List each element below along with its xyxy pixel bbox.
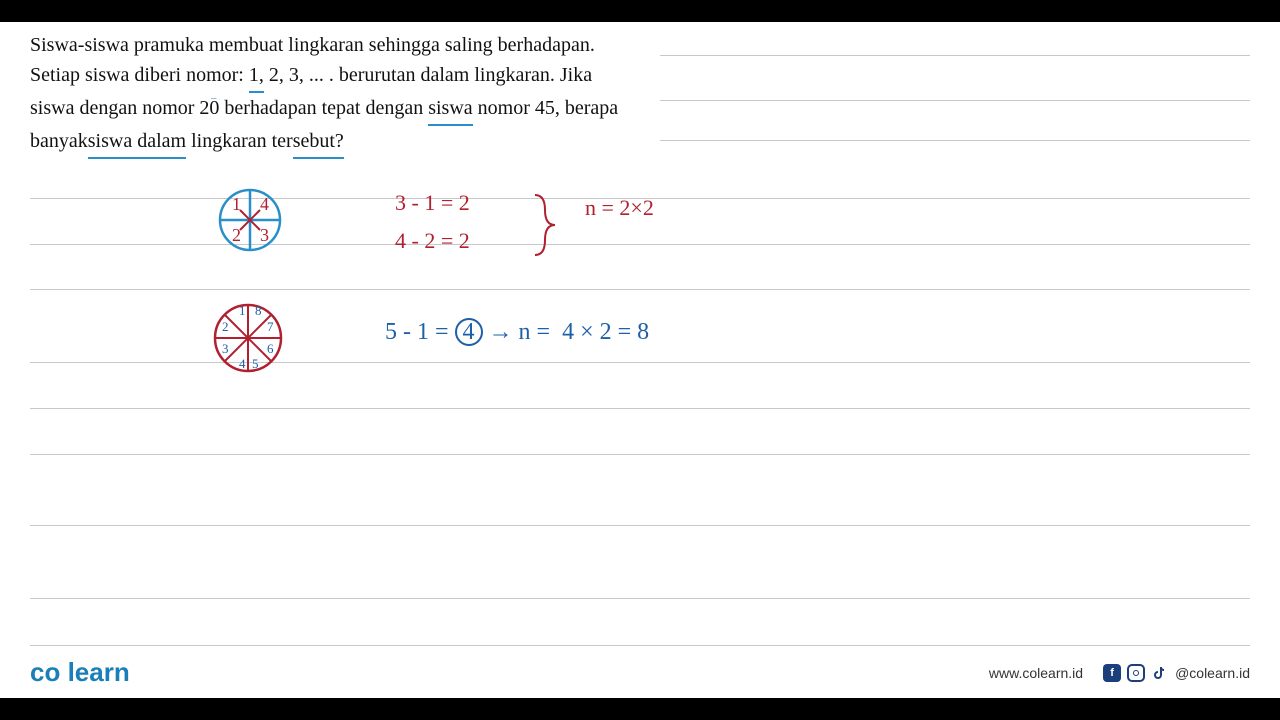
svg-text:3: 3 [260, 225, 269, 245]
footer: co learn www.colearn.id f @colearn.id [30, 657, 1250, 688]
svg-text:1: 1 [232, 194, 241, 214]
svg-text:6: 6 [267, 341, 274, 356]
circle-diagram-4: 1 4 2 3 [210, 185, 290, 265]
social-handle: @colearn.id [1175, 665, 1250, 681]
svg-text:4: 4 [239, 356, 246, 371]
svg-text:4: 4 [260, 194, 269, 214]
work-line-2: 4 - 2 = 2 [395, 228, 470, 254]
social-links: f @colearn.id [1103, 664, 1250, 682]
question-text: Siswa-siswa pramuka membuat lingkaran se… [30, 30, 630, 159]
work-line-1a: 3 - 1 = 2 [395, 190, 470, 216]
svg-text:8: 8 [255, 303, 262, 318]
work-line-1b: n = 2×2 [585, 195, 654, 221]
tiktok-icon [1151, 664, 1169, 682]
website-url: www.colearn.id [989, 665, 1083, 681]
work-line-3: 5 - 1 = 4 → n = 4 × 2 = 8 [385, 318, 649, 346]
facebook-icon: f [1103, 664, 1121, 682]
circle-diagram-8: 1 8 2 7 3 6 4 5 [205, 298, 295, 388]
instagram-icon [1127, 664, 1145, 682]
brace-icon [530, 190, 560, 260]
svg-text:3: 3 [222, 341, 229, 356]
brand-logo: co learn [30, 657, 130, 688]
letterbox-bottom [0, 698, 1280, 720]
svg-text:1: 1 [239, 303, 246, 318]
svg-text:2: 2 [222, 319, 229, 334]
svg-text:5: 5 [252, 356, 259, 371]
svg-text:7: 7 [267, 319, 274, 334]
svg-text:2: 2 [232, 225, 241, 245]
letterbox-top [0, 0, 1280, 22]
